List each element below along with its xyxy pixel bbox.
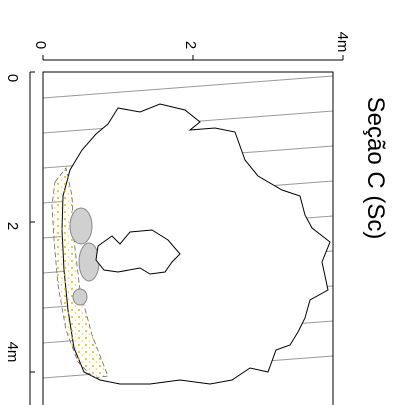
scale-label: 4m bbox=[334, 32, 351, 53]
scale-label: 4m bbox=[4, 342, 21, 363]
scale-label: 0 bbox=[32, 41, 49, 49]
frame bbox=[42, 71, 334, 405]
scale-label: 2 bbox=[4, 222, 21, 230]
boulder bbox=[78, 242, 100, 282]
left-scale bbox=[29, 71, 35, 405]
inner-outline bbox=[95, 229, 181, 275]
scale-label: 2 bbox=[182, 41, 199, 49]
boulder bbox=[69, 207, 93, 245]
scale-label: 0 bbox=[4, 74, 21, 82]
sediment-deposit bbox=[51, 167, 109, 379]
boulder bbox=[72, 288, 88, 306]
top-scale bbox=[42, 55, 344, 61]
section-title: Seção C (Sc) bbox=[362, 97, 389, 240]
